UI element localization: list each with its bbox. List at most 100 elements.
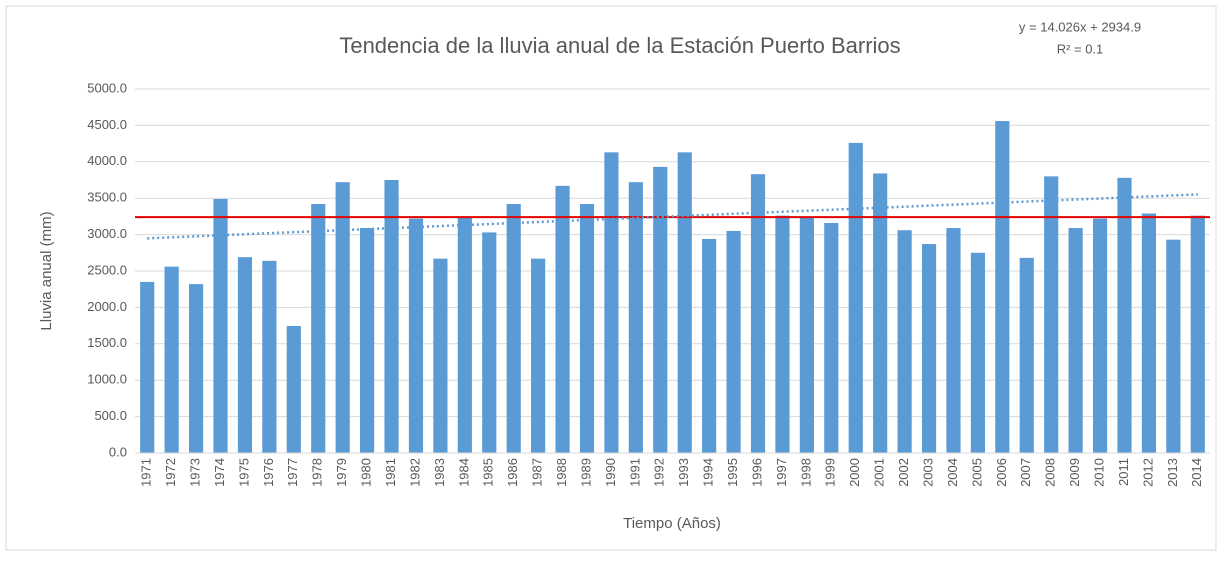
bar — [482, 232, 497, 453]
bar — [506, 204, 521, 453]
x-tick-label: 1973 — [188, 458, 203, 487]
x-tick-label: 2004 — [945, 458, 960, 487]
bar — [140, 281, 155, 453]
x-tick-label: 2001 — [872, 458, 887, 487]
bar — [897, 230, 912, 453]
bar — [433, 258, 448, 453]
x-tick-label: 2000 — [847, 458, 862, 487]
bar — [653, 166, 668, 453]
x-tick-label: 2013 — [1165, 458, 1180, 487]
x-tick-label: 2009 — [1067, 458, 1082, 487]
y-tick-label: 5000.0 — [87, 80, 127, 95]
bar — [408, 218, 424, 453]
bar — [384, 180, 399, 453]
x-tick-label: 1979 — [334, 458, 349, 487]
x-tick-label: 1985 — [481, 458, 496, 487]
bar — [628, 182, 643, 453]
x-tick-label: 1993 — [676, 458, 691, 487]
x-tick-label: 1999 — [823, 458, 838, 487]
bar — [702, 238, 717, 453]
x-tick-label: 1986 — [505, 458, 520, 487]
x-tick-label: 1992 — [652, 458, 667, 487]
bar — [213, 198, 228, 453]
y-tick-label: 4500.0 — [87, 117, 127, 132]
bar — [1092, 218, 1108, 453]
x-tick-label: 1982 — [407, 458, 422, 487]
x-tick-label: 1994 — [701, 458, 716, 487]
bar — [750, 174, 766, 453]
bar — [555, 185, 570, 453]
bar — [1068, 228, 1083, 453]
x-axis-label: Tiempo (Años) — [623, 515, 721, 532]
x-tick-label: 2007 — [1018, 458, 1033, 487]
bar — [237, 257, 253, 453]
bar — [286, 325, 301, 453]
bar — [873, 173, 888, 453]
bar — [457, 216, 472, 453]
bar — [970, 252, 985, 453]
x-tick-label: 1990 — [603, 458, 618, 487]
x-tick-label: 2002 — [896, 458, 911, 487]
bar — [921, 244, 937, 453]
bar — [335, 182, 350, 453]
x-tick-label: 1997 — [774, 458, 789, 487]
x-tick-label: 1971 — [139, 458, 154, 487]
bar — [1190, 215, 1205, 453]
x-tick-label: 1998 — [798, 458, 813, 487]
x-tick-label: 1989 — [578, 458, 593, 487]
bar — [726, 230, 741, 453]
x-tick-label: 1991 — [627, 458, 642, 487]
bar — [531, 258, 546, 453]
x-tick-label: 1995 — [725, 458, 740, 487]
x-tick-label: 2010 — [1091, 458, 1106, 487]
bar — [604, 152, 619, 453]
bar — [1141, 213, 1157, 453]
x-tick-label: 1981 — [383, 458, 398, 487]
y-axis-label: Lluvia anual (mm) — [38, 211, 55, 330]
y-tick-label: 500.0 — [94, 408, 127, 423]
y-tick-label: 0.0 — [109, 444, 127, 459]
bar — [848, 142, 863, 453]
bar — [1044, 176, 1059, 454]
x-tick-label: 1978 — [310, 458, 325, 487]
bar — [579, 204, 595, 453]
y-tick-label: 2500.0 — [87, 262, 127, 277]
bar — [1117, 177, 1132, 454]
bar — [164, 266, 179, 453]
x-tick-label: 1984 — [456, 458, 471, 487]
y-tick-label: 4000.0 — [87, 153, 127, 168]
bar — [1019, 257, 1034, 453]
bar — [995, 121, 1010, 454]
trend-r2: R² = 0.1 — [1057, 41, 1104, 56]
y-tick-label: 3000.0 — [87, 226, 127, 241]
bar — [677, 152, 692, 453]
x-tick-label: 1987 — [530, 458, 545, 487]
bar — [188, 284, 204, 453]
bar — [360, 228, 375, 453]
x-tick-label: 1988 — [554, 458, 569, 487]
bar — [946, 228, 961, 453]
x-tick-label: 2014 — [1189, 458, 1204, 487]
x-tick-label: 2011 — [1116, 458, 1131, 486]
y-tick-label: 1500.0 — [87, 335, 127, 350]
x-tick-label: 1972 — [163, 458, 178, 487]
x-tick-label: 1975 — [236, 458, 251, 487]
bar — [775, 215, 790, 453]
bar — [799, 217, 814, 453]
x-tick-label: 1976 — [261, 458, 276, 487]
bar — [824, 222, 839, 453]
x-tick-label: 2008 — [1043, 458, 1058, 487]
trend-line — [147, 193, 1198, 240]
y-tick-label: 3500.0 — [87, 190, 127, 205]
y-tick-label: 1000.0 — [87, 372, 127, 387]
chart-title: Tendencia de la lluvia anual de la Estac… — [339, 33, 900, 58]
x-tick-label: 1977 — [285, 458, 300, 487]
bar — [1166, 239, 1181, 453]
bar — [262, 260, 277, 453]
y-tick-label: 2000.0 — [87, 299, 127, 314]
x-tick-label: 1983 — [432, 458, 447, 487]
x-tick-label: 2005 — [969, 458, 984, 487]
x-tick-label: 1996 — [749, 458, 764, 487]
x-tick-label: 1980 — [359, 458, 374, 487]
